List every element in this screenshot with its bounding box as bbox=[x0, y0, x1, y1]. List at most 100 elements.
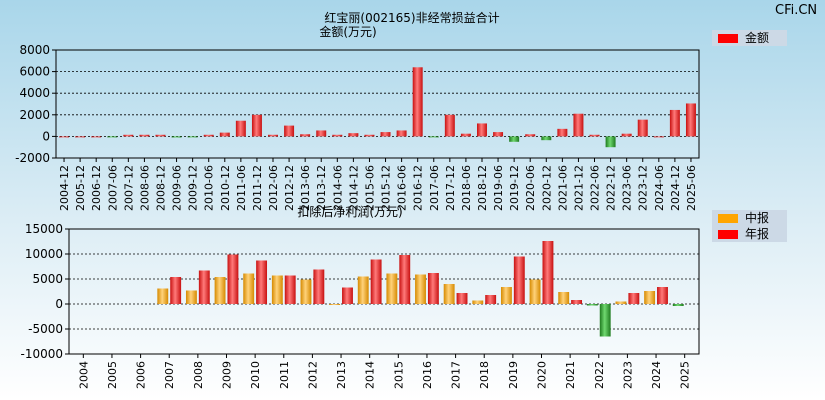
chart2-xtick-label: 2011 bbox=[278, 361, 291, 389]
chart2-bar bbox=[243, 273, 255, 304]
chart2-bar bbox=[542, 241, 554, 304]
chart1-bar bbox=[75, 136, 86, 138]
chart2-bar bbox=[185, 290, 197, 304]
chart1-xtick-label: 2017-12 bbox=[444, 165, 457, 211]
chart1-xtick-label: 2014-06 bbox=[331, 165, 344, 211]
chart2-bar bbox=[472, 300, 484, 304]
chart1-bar bbox=[203, 134, 214, 137]
chart2-xtick-label: 2023 bbox=[621, 361, 634, 389]
chart1-xtick-label: 2020-12 bbox=[540, 165, 553, 211]
chart1-xtick-label: 2024-12 bbox=[669, 165, 682, 211]
chart2-xtick-label: 2007 bbox=[163, 361, 176, 389]
chart1-bar bbox=[268, 134, 278, 137]
chart1-bar bbox=[685, 103, 696, 137]
chart1-xtick-label: 2020-06 bbox=[524, 165, 537, 211]
chart1-bar bbox=[525, 134, 536, 137]
chart1-xtick-label: 2019-06 bbox=[492, 165, 505, 211]
chart2-legend-label: 中报 bbox=[745, 210, 769, 225]
chart2-bar bbox=[300, 279, 312, 304]
chart2-xtick-label: 2013 bbox=[335, 361, 348, 389]
chart2-ytick-label: 15000 bbox=[25, 222, 63, 236]
chart2-xtick-label: 2019 bbox=[507, 361, 520, 389]
chart2-bar bbox=[198, 270, 210, 304]
chart2-xtick-label: 2021 bbox=[564, 361, 577, 389]
chart2-bar bbox=[386, 273, 398, 304]
chart1-xtick-label: 2016-12 bbox=[412, 165, 425, 211]
chart1-bar bbox=[235, 120, 246, 137]
chart1-bar bbox=[605, 136, 616, 148]
chart1-xtick-label: 2021-12 bbox=[572, 165, 585, 211]
chart1-legend: 金额 bbox=[712, 30, 787, 46]
chart1-xtick-label: 2022-06 bbox=[589, 165, 602, 211]
chart1-ytick-label: 4000 bbox=[19, 86, 50, 100]
chart2-xtick-label: 2015 bbox=[392, 361, 405, 389]
chart1-xtick-label: 2010-06 bbox=[203, 165, 216, 211]
chart2-xtick-label: 2025 bbox=[679, 361, 692, 389]
chart1-bar bbox=[364, 134, 375, 137]
chart2-ytick-label: -10000 bbox=[20, 347, 63, 361]
chart2-xtick-label: 2006 bbox=[135, 361, 148, 389]
chart1-xtick-label: 2012-12 bbox=[283, 165, 296, 211]
chart1-xtick-label: 2024-06 bbox=[653, 165, 666, 211]
chart1-bar bbox=[123, 134, 134, 137]
chart2-bar bbox=[586, 304, 598, 306]
chart2-bar bbox=[256, 260, 268, 304]
chart2-bar bbox=[313, 269, 325, 304]
chart1-xtick-label: 2013-06 bbox=[299, 165, 312, 211]
chart1-xtick-label: 2009-12 bbox=[187, 165, 200, 211]
chart1-legend-swatch bbox=[718, 34, 738, 43]
chart1-bar bbox=[428, 136, 439, 138]
chart2-legend-label: 年报 bbox=[745, 226, 769, 241]
chart1-xtick-label: 2016-06 bbox=[396, 165, 409, 211]
chart2-xtick-label: 2022 bbox=[593, 361, 606, 389]
chart2-bar bbox=[529, 279, 541, 304]
chart2-bar bbox=[657, 287, 668, 304]
chart1-xtick-label: 2007-06 bbox=[106, 165, 119, 211]
chart1-bar bbox=[653, 136, 664, 138]
chart1-xtick-label: 2009-06 bbox=[171, 165, 184, 211]
chart1-plot-frame bbox=[55, 49, 700, 159]
chart1-bar bbox=[380, 132, 391, 137]
chart1-bar bbox=[171, 136, 182, 138]
chart2-bar bbox=[214, 277, 226, 304]
chart1-bar bbox=[412, 67, 423, 137]
chart1-xtick-label: 2023-12 bbox=[637, 165, 650, 211]
chart1-xtick-label: 2025-06 bbox=[685, 165, 698, 211]
chart1-ylabel: 金额(万元) bbox=[319, 24, 376, 39]
chart1-bar bbox=[251, 114, 262, 137]
chart1-ytick-label: -2000 bbox=[15, 151, 50, 165]
chart2-bar bbox=[485, 295, 497, 304]
chart1-xtick-label: 2014-12 bbox=[347, 165, 360, 211]
chart2-bar bbox=[227, 254, 239, 304]
chart1-xtick-label: 2021-06 bbox=[556, 165, 569, 211]
chart2-xtick-label: 2010 bbox=[249, 361, 262, 389]
chart1-xtick-label: 2006-12 bbox=[90, 165, 103, 211]
chart2-ytick-label: 0 bbox=[55, 297, 63, 311]
chart1-bar bbox=[187, 136, 198, 138]
chart2-xtick-label: 2004 bbox=[77, 361, 90, 389]
chart1-xtick-label: 2015-12 bbox=[380, 165, 393, 211]
chart2-xtick-label: 2014 bbox=[364, 361, 377, 389]
chart1-xtick-label: 2018-06 bbox=[460, 165, 473, 211]
chart1-ytick-label: 6000 bbox=[19, 65, 50, 79]
chart1-xtick-label: 2017-06 bbox=[428, 165, 441, 211]
chart2-xtick-label: 2016 bbox=[421, 361, 434, 389]
chart2-bar bbox=[615, 301, 627, 304]
chart1-bar bbox=[107, 136, 118, 138]
chart2-legend-swatch bbox=[718, 230, 738, 239]
chart2-xtick-label: 2024 bbox=[650, 361, 663, 389]
chart2-legend-swatch bbox=[718, 214, 738, 223]
chart2-bar bbox=[271, 275, 283, 304]
chart1-bar bbox=[348, 133, 359, 137]
chart1-title: 红宝丽(002165)非经常损益合计 bbox=[324, 10, 499, 25]
chart1-bar bbox=[557, 128, 568, 137]
chart1-bar bbox=[637, 119, 648, 137]
chart2-xtick-label: 2020 bbox=[536, 361, 549, 389]
chart2-bar bbox=[415, 274, 426, 304]
chart2-bar bbox=[427, 273, 439, 304]
chart1-xtick-label: 2023-06 bbox=[621, 165, 634, 211]
chart2-ytick-label: -5000 bbox=[28, 322, 63, 336]
chart1-bar bbox=[91, 136, 102, 138]
chart1-xtick-label: 2008-06 bbox=[138, 165, 151, 211]
